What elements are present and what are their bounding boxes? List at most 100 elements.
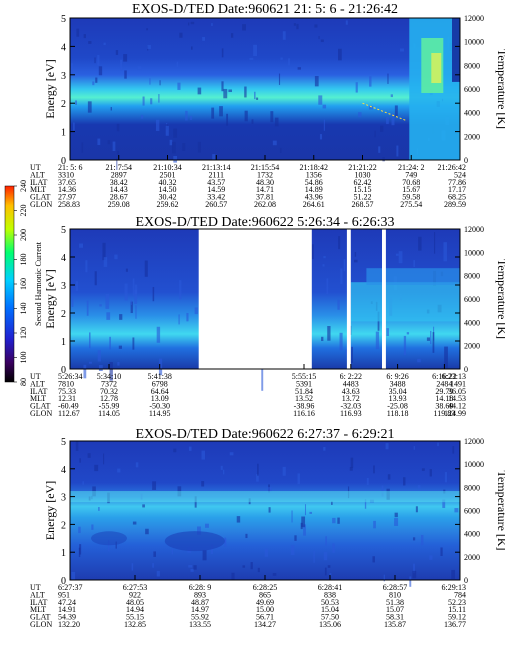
spectrogram-texture <box>332 543 335 553</box>
ephemeris-value: 54.39 <box>58 613 76 622</box>
spectrogram-texture <box>318 95 323 105</box>
spectrogram-texture <box>99 304 102 307</box>
spectrogram-texture <box>327 326 331 341</box>
spectrogram-texture <box>116 123 120 132</box>
ephemeris-value: 70.32 <box>100 387 118 396</box>
spectrogram-texture <box>430 330 432 345</box>
ephemeris-value: 59.58 <box>402 193 420 202</box>
ephemeris-value: 47.24 <box>58 598 76 607</box>
ephemeris-row-label: UT <box>30 583 41 592</box>
spectrogram-texture <box>75 441 79 451</box>
ephemeris-value: -32.03 <box>340 402 361 411</box>
y2-tick-label: 10000 <box>464 460 484 469</box>
ephemeris-value: 3488 <box>390 379 406 388</box>
y-axis-right: 0 2000 4000 6000 8000 10000 12000 <box>464 14 484 165</box>
ephemeris-value: 268.57 <box>352 200 374 209</box>
ephemeris-value: 2484 <box>436 379 452 388</box>
spectrogram-texture <box>400 48 404 52</box>
ephemeris-value: 48.05 <box>126 598 144 607</box>
chart-panel-3: EXOS-D/TED Date:960622 6:27:37 - 6:29:21… <box>30 427 505 629</box>
ephemeris-value: 43.57 <box>207 178 225 187</box>
spectrogram-texture <box>390 94 393 98</box>
spectrogram-texture <box>142 504 145 508</box>
spectrogram-texture <box>173 128 178 138</box>
ephemeris-value: 114.95 <box>149 409 171 418</box>
spectrogram-texture <box>437 442 439 447</box>
spectrogram-texture <box>324 567 327 576</box>
y-tick-label: 0 <box>61 365 66 376</box>
spectrogram-texture <box>304 504 307 516</box>
spectrogram-texture <box>311 244 314 260</box>
spectrogram-texture <box>244 110 248 122</box>
ephemeris-row-label: MLT <box>30 394 46 403</box>
ephemeris-value: 7810 <box>58 379 74 388</box>
spectrogram-texture <box>451 569 456 579</box>
ephemeris-row-label: UT <box>30 372 41 381</box>
ephemeris-value: 838 <box>324 590 336 599</box>
y-axis-left: 0 1 2 3 4 5 <box>61 437 460 587</box>
spectrogram-texture <box>75 281 78 291</box>
spectrogram-texture <box>320 39 324 43</box>
ephemeris-value: 37.65 <box>58 178 76 187</box>
ephemeris-value: 116.93 <box>340 409 362 418</box>
ephemeris-row-label: GLAT <box>30 193 51 202</box>
spectrogram-texture <box>134 284 138 295</box>
spectrogram-fill <box>70 441 460 580</box>
spectrogram-texture <box>267 487 272 492</box>
spectrogram-texture <box>118 345 122 349</box>
ephemeris-value: 21:15:54 <box>251 163 279 172</box>
data-gap <box>382 229 386 369</box>
ephemeris-row-label: MLT <box>30 185 46 194</box>
spectrogram-texture <box>353 259 358 263</box>
spectrogram-texture <box>314 75 319 87</box>
ephemeris-row-label: ILAT <box>30 387 47 396</box>
spectrogram-texture <box>282 466 286 476</box>
ephemeris-value: 14.43 <box>110 185 128 194</box>
spectrogram-texture <box>131 563 134 571</box>
spectrogram-texture <box>197 141 201 153</box>
ephemeris-value: 30.42 <box>159 193 177 202</box>
y2-tick-label: 2000 <box>464 132 480 141</box>
spectrogram-texture <box>117 468 121 473</box>
ephemeris-value: 6:28:41 <box>318 583 342 592</box>
ephemeris-value: 262.08 <box>254 200 276 209</box>
spectrogram-texture <box>221 48 224 58</box>
spectrogram-texture <box>202 37 206 41</box>
y-tick-label: 1 <box>61 337 66 348</box>
spectrogram-texture <box>75 100 78 105</box>
ephemeris-value: 2501 <box>160 170 176 179</box>
colorbar-tick-label: 220 <box>19 205 28 217</box>
spectrogram-texture <box>140 114 144 119</box>
spectrogram-texture <box>413 563 415 574</box>
spectrogram-texture <box>135 305 137 319</box>
colorbar-tick-label: 80 <box>19 378 28 386</box>
ephemeris-value: 6: 2:22 <box>340 372 362 381</box>
ephemeris-value: 51.84 <box>295 387 313 396</box>
spectrogram-texture <box>374 130 376 138</box>
spectrogram-texture <box>165 125 169 136</box>
spectrogram-texture <box>406 332 410 335</box>
ephemeris-value: 922 <box>129 590 141 599</box>
data-gap <box>198 229 312 369</box>
spectrogram-texture <box>358 112 362 118</box>
spectrogram-texture <box>338 48 342 61</box>
ephemeris-value: 13.93 <box>389 394 407 403</box>
spectrogram-texture <box>387 474 391 480</box>
spectrogram-texture <box>364 499 367 509</box>
spectrogram-texture <box>369 76 372 87</box>
ephemeris-row-label: GLON <box>30 409 52 418</box>
y-axis-label: Energy [eV] <box>43 269 57 328</box>
spectrogram-texture <box>272 573 277 576</box>
ephemeris-value: 6: 9:26 <box>386 372 408 381</box>
ephemeris-value: 15.00 <box>256 605 274 614</box>
ephemeris-value: 1356 <box>306 170 322 179</box>
spectrogram-texture <box>115 50 119 55</box>
y-axis-left: 0 1 2 3 4 5 <box>61 225 460 376</box>
ephemeris-value: 784 <box>454 590 466 599</box>
ephemeris-value: 50.53 <box>321 598 339 607</box>
ephemeris-value: 14.59 <box>207 185 225 194</box>
ephemeris-value: 37.81 <box>256 193 274 202</box>
spectrogram-texture <box>375 331 380 350</box>
spectrogram-texture <box>452 446 455 454</box>
